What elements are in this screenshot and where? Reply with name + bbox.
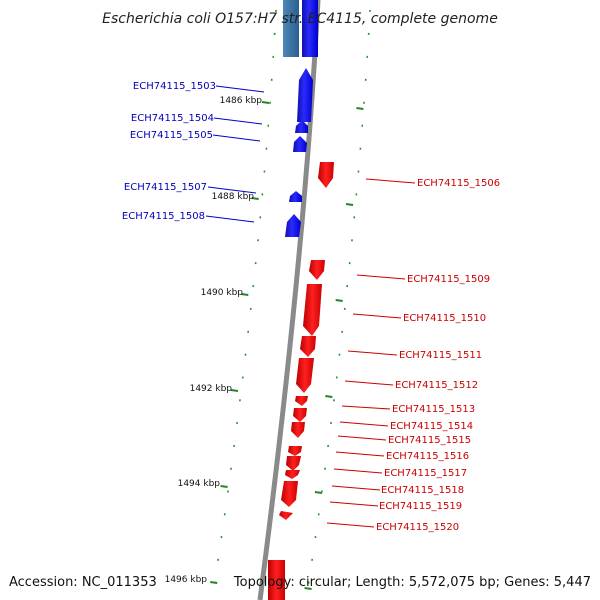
- gene-label[interactable]: ECH74115_1520: [376, 522, 459, 533]
- gene-block-top: [302, 0, 318, 57]
- gene-arrow-ECH74115_1509[interactable]: [309, 260, 325, 280]
- tick-label: 1492 kbp: [190, 384, 233, 394]
- forward-leader-lines: [326, 178, 416, 528]
- gene-label[interactable]: ECH74115_1519: [379, 501, 462, 512]
- gene-arrow-ECH74115_1520[interactable]: [279, 511, 293, 520]
- gene-arrow-ECH74115_1503[interactable]: [297, 68, 313, 122]
- gene-arrow-ECH74115_1511[interactable]: [300, 336, 316, 357]
- gene-arrow-ECH74115_1514[interactable]: [293, 408, 307, 422]
- outer-dotted-ring: [211, 9, 371, 600]
- gene-label[interactable]: ECH74115_1518: [381, 485, 464, 496]
- reverse-gene-labels: ECH74115_1503 ECH74115_1504 ECH74115_150…: [122, 81, 216, 222]
- gene-arrow-ECH74115_1516[interactable]: [288, 446, 302, 456]
- gene-arrow-ECH74115_1518[interactable]: [285, 470, 300, 479]
- gene-label[interactable]: ECH74115_1508: [122, 211, 205, 222]
- gene-arrow-ECH74115_1513[interactable]: [295, 396, 308, 406]
- gene-block-highlight: [283, 0, 299, 57]
- gene-label[interactable]: ECH74115_1512: [395, 380, 478, 391]
- map-title: Escherichia coli O157:H7 str. EC4115, co…: [102, 11, 498, 27]
- tick-label: 1486 kbp: [220, 96, 263, 106]
- genome-backbone: [257, 0, 321, 600]
- major-tick: [210, 581, 218, 584]
- gene-label[interactable]: ECH74115_1517: [384, 468, 467, 479]
- forward-strand-genes: [268, 162, 334, 600]
- topology-text: Topology: circular; Length: 5,572,075 bp…: [233, 575, 591, 590]
- outer-major-tick: [325, 395, 333, 398]
- forward-gene-labels: ECH74115_1506 ECH74115_1509 ECH74115_151…: [376, 178, 500, 533]
- major-tick: [241, 293, 249, 296]
- gene-arrow-ECH74115_1515[interactable]: [291, 422, 305, 438]
- gene-label[interactable]: ECH74115_1513: [392, 404, 475, 415]
- tick-label: 1488 kbp: [212, 192, 255, 202]
- accession-text: Accession: NC_011353: [9, 575, 157, 590]
- gene-label[interactable]: ECH74115_1506: [417, 178, 500, 189]
- reverse-leader-lines: [205, 85, 265, 223]
- scale-tick-marks: [210, 101, 364, 590]
- reverse-strand-genes: [283, 0, 318, 237]
- scale-labels: 1486 kbp 1488 kbp 1490 kbp 1492 kbp 1494…: [165, 96, 263, 585]
- gene-block-bottom: [268, 560, 285, 600]
- outer-major-tick: [335, 299, 343, 302]
- gene-arrow-ECH74115_1512[interactable]: [296, 358, 314, 393]
- gene-label[interactable]: ECH74115_1503: [133, 81, 216, 92]
- gene-arrow-ECH74115_1505[interactable]: [293, 136, 307, 152]
- outer-major-tick: [314, 491, 323, 494]
- gene-arrow-ECH74115_1510[interactable]: [303, 284, 322, 336]
- outer-major-tick: [304, 587, 312, 590]
- gene-arrow-ECH74115_1507[interactable]: [289, 191, 302, 202]
- outer-major-tick: [345, 203, 354, 206]
- gene-label[interactable]: ECH74115_1514: [390, 421, 473, 432]
- tick-label: 1494 kbp: [178, 479, 221, 489]
- major-tick: [230, 389, 239, 392]
- gene-arrow-ECH74115_1504[interactable]: [295, 120, 308, 133]
- tick-label: 1496 kbp: [165, 575, 208, 585]
- tick-label: 1490 kbp: [201, 288, 244, 298]
- gene-label[interactable]: ECH74115_1516: [386, 451, 469, 462]
- gene-label[interactable]: ECH74115_1509: [407, 274, 490, 285]
- gene-label[interactable]: ECH74115_1505: [130, 130, 213, 141]
- major-tick: [220, 485, 228, 488]
- gene-arrow-ECH74115_1506[interactable]: [318, 162, 334, 188]
- outer-major-tick: [356, 107, 364, 110]
- major-tick: [261, 101, 270, 104]
- gene-label[interactable]: ECH74115_1507: [124, 182, 207, 193]
- gene-arrow-ECH74115_1517[interactable]: [286, 456, 301, 471]
- gene-label[interactable]: ECH74115_1515: [388, 435, 471, 446]
- gene-arrow-ECH74115_1519[interactable]: [281, 481, 298, 507]
- gene-label[interactable]: ECH74115_1511: [399, 350, 482, 361]
- gene-label[interactable]: ECH74115_1510: [403, 313, 486, 324]
- gene-arrow-ECH74115_1508[interactable]: [285, 214, 301, 237]
- major-tick: [251, 197, 259, 200]
- gene-label[interactable]: ECH74115_1504: [131, 113, 214, 124]
